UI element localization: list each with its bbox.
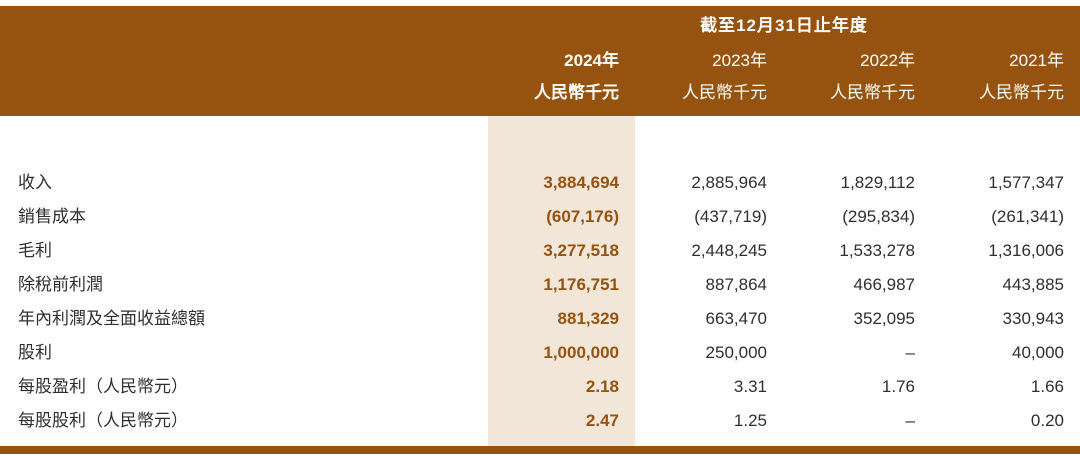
table-body: 收入 3,884,694 2,885,964 1,829,112 1,577,3… <box>0 116 1080 446</box>
value-2021: 40,000 <box>1012 343 1064 362</box>
row-label: 除稅前利潤 <box>18 275 103 294</box>
table-row-earnings-per-share: 每股盈利（人民幣元） 2.18 3.31 1.76 1.66 <box>0 370 1080 404</box>
value-2023: 2,448,245 <box>691 241 767 260</box>
row-label: 股利 <box>18 343 52 362</box>
value-2024: 881,329 <box>557 309 619 328</box>
row-label: 年內利潤及全面收益總額 <box>18 309 205 328</box>
value-2021: 330,943 <box>1002 309 1064 328</box>
value-2023: 887,864 <box>705 275 767 294</box>
table-row-dividends: 股利 1,000,000 250,000 – 40,000 <box>0 336 1080 370</box>
row-label: 每股盈利（人民幣元） <box>18 377 188 396</box>
year-header-2021: 2021年 <box>1009 51 1064 70</box>
value-2023: 663,470 <box>705 309 767 328</box>
value-2022: 1.76 <box>881 377 915 396</box>
value-2023: 2,885,964 <box>691 173 767 192</box>
year-header-2023: 2023年 <box>712 51 767 70</box>
footer-bar <box>0 446 1080 454</box>
value-2024: 3,884,694 <box>543 173 619 192</box>
table-row-cost-of-sales: 銷售成本 (607,176) (437,719) (295,834) (261,… <box>0 200 1080 234</box>
unit-label-2024: 人民幣千元 <box>534 83 619 102</box>
value-2021: 1,316,006 <box>988 241 1064 260</box>
value-2021: 1.66 <box>1030 377 1064 396</box>
row-label: 毛利 <box>18 241 52 260</box>
value-2021: 443,885 <box>1002 275 1064 294</box>
row-label: 銷售成本 <box>18 207 86 226</box>
table-row-dividend-per-share: 每股股利（人民幣元） 2.47 1.25 – 0.20 <box>0 404 1080 438</box>
value-2024: 2.18 <box>585 377 619 396</box>
year-header-2022: 2022年 <box>860 51 915 70</box>
value-2023: 250,000 <box>705 343 767 362</box>
unit-label-2021: 人民幣千元 <box>979 83 1064 102</box>
table-row-total-comprehensive-income: 年內利潤及全面收益總額 881,329 663,470 352,095 330,… <box>0 302 1080 336</box>
year-header-2024: 2024年 <box>564 51 619 70</box>
value-2022: 1,829,112 <box>840 173 915 192</box>
value-2023: 3.31 <box>733 377 767 396</box>
value-2022: 1,533,278 <box>839 241 915 260</box>
row-label: 收入 <box>18 173 52 192</box>
period-title: 截至12月31日止年度 <box>700 16 868 35</box>
value-2023: (437,719) <box>694 207 767 226</box>
value-2021: 1,577,347 <box>988 173 1064 192</box>
table-row-revenue: 收入 3,884,694 2,885,964 1,829,112 1,577,3… <box>0 166 1080 200</box>
value-2022: – <box>905 411 915 430</box>
unit-label-2023: 人民幣千元 <box>682 83 767 102</box>
value-2024: (607,176) <box>546 207 619 226</box>
row-label: 每股股利（人民幣元） <box>18 411 188 430</box>
value-2022: 466,987 <box>853 275 915 294</box>
table-header-band: 截至12月31日止年度 2024年 2023年 2022年 2021年 人民幣千… <box>0 6 1080 116</box>
unit-label-2022: 人民幣千元 <box>830 83 915 102</box>
value-2023: 1.25 <box>733 411 767 430</box>
table-row-gross-profit: 毛利 3,277,518 2,448,245 1,533,278 1,316,0… <box>0 234 1080 268</box>
value-2021: (261,341) <box>991 207 1064 226</box>
value-2022: 352,095 <box>853 309 915 328</box>
value-2024: 1,000,000 <box>543 343 619 362</box>
value-2022: (295,834) <box>842 207 915 226</box>
value-2022: – <box>905 343 915 362</box>
value-2024: 1,176,751 <box>543 275 619 294</box>
current-year-highlight-column <box>488 116 635 446</box>
value-2024: 3,277,518 <box>543 241 619 260</box>
value-2024: 2.47 <box>585 411 619 430</box>
value-2021: 0.20 <box>1030 411 1064 430</box>
table-row-profit-before-tax: 除稅前利潤 1,176,751 887,864 466,987 443,885 <box>0 268 1080 302</box>
